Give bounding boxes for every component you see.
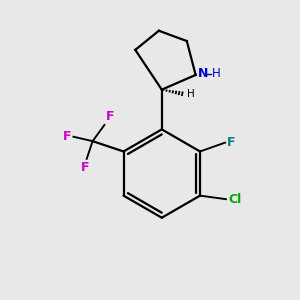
Text: F: F (106, 110, 114, 124)
Text: H: H (187, 89, 195, 99)
Text: H: H (212, 67, 220, 80)
Text: N: N (198, 67, 208, 80)
Text: F: F (227, 136, 236, 149)
Text: F: F (63, 130, 71, 143)
Text: Cl: Cl (228, 193, 241, 206)
Text: F: F (81, 161, 89, 174)
